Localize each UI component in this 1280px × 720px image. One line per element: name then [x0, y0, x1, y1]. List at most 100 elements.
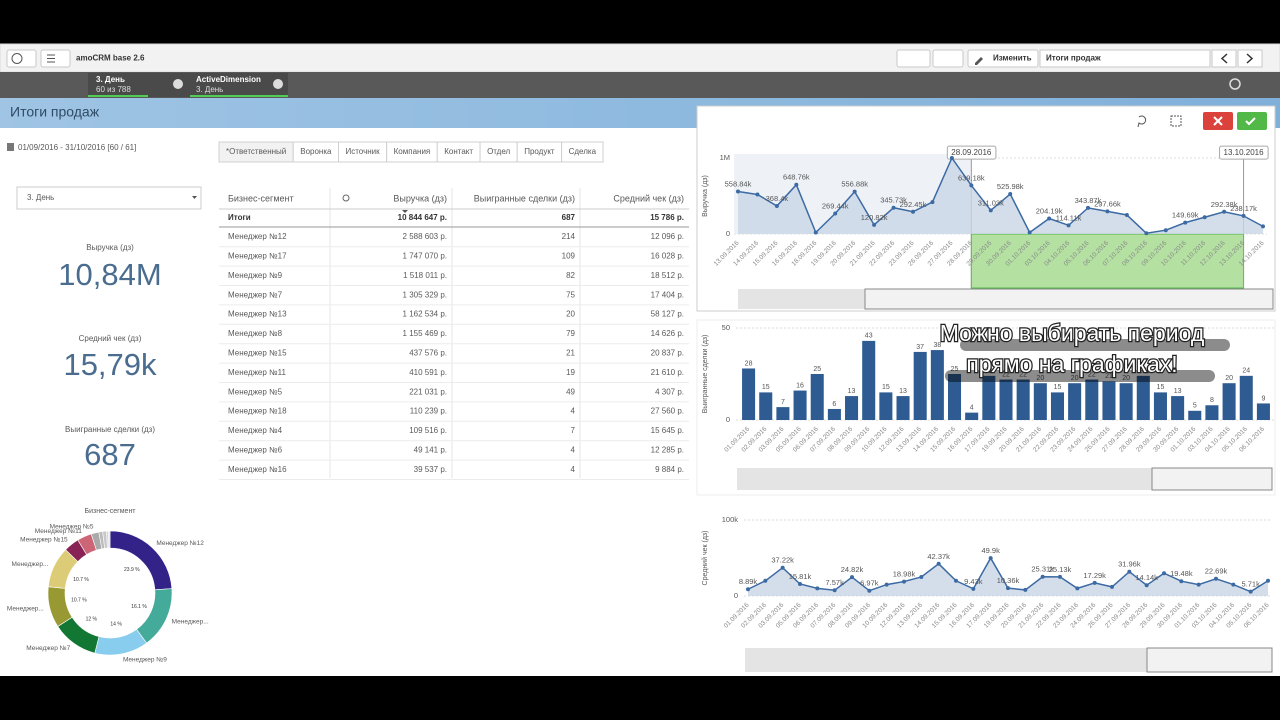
data-point[interactable]	[1127, 569, 1132, 574]
data-point[interactable]	[774, 204, 779, 209]
data-point[interactable]	[736, 189, 740, 194]
data-point[interactable]	[1023, 587, 1028, 592]
data-point[interactable]	[1241, 213, 1246, 218]
dimension-value[interactable]: 3. День	[27, 193, 54, 202]
column-header[interactable]: Средний чек (дз)	[613, 193, 684, 203]
data-point[interactable]	[1086, 205, 1090, 210]
data-point[interactable]	[1144, 231, 1149, 236]
column-header[interactable]: Выигранные сделки (дз)	[474, 193, 575, 203]
dimension-tab-label[interactable]: Воронка	[300, 147, 332, 156]
data-point[interactable]	[798, 581, 802, 586]
bar[interactable]	[982, 375, 996, 420]
bar[interactable]	[793, 390, 807, 420]
data-point[interactable]	[815, 586, 820, 591]
bar[interactable]	[1119, 383, 1133, 420]
table-cell[interactable]: Менеджер №5	[228, 387, 283, 396]
data-point[interactable]	[1027, 230, 1032, 235]
data-point[interactable]	[911, 209, 915, 214]
bar[interactable]	[862, 340, 876, 420]
table-cell[interactable]: Менеджер №6	[228, 446, 283, 455]
data-point[interactable]	[891, 205, 896, 210]
data-point[interactable]	[1202, 215, 1207, 220]
bookmark-button[interactable]	[932, 49, 964, 68]
selection-chip[interactable]	[88, 73, 190, 97]
column-header[interactable]: Бизнес-сегмент	[228, 193, 294, 203]
selection-range[interactable]	[970, 233, 1245, 289]
data-point[interactable]	[794, 182, 799, 187]
data-point[interactable]	[969, 183, 974, 188]
data-point[interactable]	[1231, 582, 1236, 587]
data-point[interactable]	[1261, 224, 1265, 229]
menu-button[interactable]	[40, 49, 71, 68]
data-point[interactable]	[833, 211, 838, 216]
data-point[interactable]	[832, 588, 837, 593]
table-cell[interactable]: Менеджер №18	[228, 407, 287, 416]
bar[interactable]	[1085, 379, 1099, 420]
data-point[interactable]	[1163, 228, 1168, 233]
edit-label[interactable]: Изменить	[993, 54, 1032, 63]
bar[interactable]	[1239, 375, 1253, 420]
clear-selection[interactable]	[173, 79, 183, 89]
data-point[interactable]	[746, 587, 750, 592]
prev-sheet[interactable]	[1211, 49, 1237, 68]
data-point[interactable]	[988, 556, 993, 561]
data-point[interactable]	[902, 579, 906, 584]
data-point[interactable]	[1248, 589, 1253, 594]
bar[interactable]	[1188, 410, 1202, 420]
edit-button[interactable]	[967, 49, 1039, 68]
bar[interactable]	[1222, 383, 1236, 420]
table-cell[interactable]: Менеджер №11	[228, 368, 286, 377]
data-point[interactable]	[919, 575, 924, 579]
data-point[interactable]	[1058, 574, 1062, 579]
data-point[interactable]	[1124, 213, 1129, 217]
table-cell[interactable]: Менеджер №9	[228, 271, 283, 280]
dimension-tab[interactable]	[561, 141, 604, 163]
dimension-tab-label[interactable]: Контакт	[444, 147, 473, 156]
column-header[interactable]: Выручка (дз)	[393, 193, 447, 203]
bar[interactable]	[1016, 379, 1030, 420]
data-point[interactable]	[1183, 220, 1188, 225]
bar[interactable]	[742, 368, 756, 420]
dimension-tab-label[interactable]: *Ответственный	[226, 147, 286, 156]
data-point[interactable]	[867, 588, 872, 593]
next-sheet[interactable]	[1237, 49, 1263, 68]
data-point[interactable]	[850, 575, 854, 580]
bar[interactable]	[879, 392, 893, 420]
dimension-tab-label[interactable]: Отдел	[487, 147, 510, 156]
bar[interactable]	[947, 374, 962, 420]
lasso-icon[interactable]	[1137, 115, 1147, 128]
data-point[interactable]	[936, 561, 941, 566]
selection-chip[interactable]	[190, 73, 288, 97]
data-point[interactable]	[988, 208, 993, 213]
present-button[interactable]	[896, 49, 931, 68]
table-cell[interactable]: Менеджер №4	[228, 426, 283, 435]
data-point[interactable]	[1179, 579, 1184, 584]
data-point[interactable]	[954, 578, 958, 583]
dimension-tab-label[interactable]: Сделка	[569, 147, 597, 156]
donut-segment[interactable]	[108, 530, 111, 549]
scrollbar-thumb[interactable]	[1146, 647, 1273, 673]
clear-selection[interactable]	[273, 79, 283, 89]
data-point[interactable]	[872, 222, 877, 227]
data-point[interactable]	[1144, 583, 1149, 588]
bar[interactable]	[1050, 392, 1065, 420]
data-point[interactable]	[884, 582, 889, 587]
bar[interactable]	[1033, 383, 1047, 420]
data-point[interactable]	[1047, 216, 1052, 221]
data-point[interactable]	[1105, 209, 1110, 214]
bar[interactable]	[776, 407, 790, 420]
bar[interactable]	[896, 396, 910, 420]
dimension-tab-label[interactable]: Продукт	[524, 147, 555, 156]
data-point[interactable]	[1266, 578, 1270, 583]
scrollbar-track[interactable]	[737, 468, 1272, 490]
data-point[interactable]	[1008, 192, 1013, 197]
dimension-dropdown[interactable]	[16, 186, 202, 210]
bar[interactable]	[759, 392, 773, 420]
data-point[interactable]	[1162, 571, 1166, 576]
data-point[interactable]	[1222, 209, 1227, 214]
data-point[interactable]	[780, 565, 785, 570]
data-point[interactable]	[813, 230, 818, 235]
table-cell[interactable]: Менеджер №16	[228, 465, 287, 474]
bar[interactable]	[827, 408, 841, 420]
bar[interactable]	[930, 350, 944, 420]
